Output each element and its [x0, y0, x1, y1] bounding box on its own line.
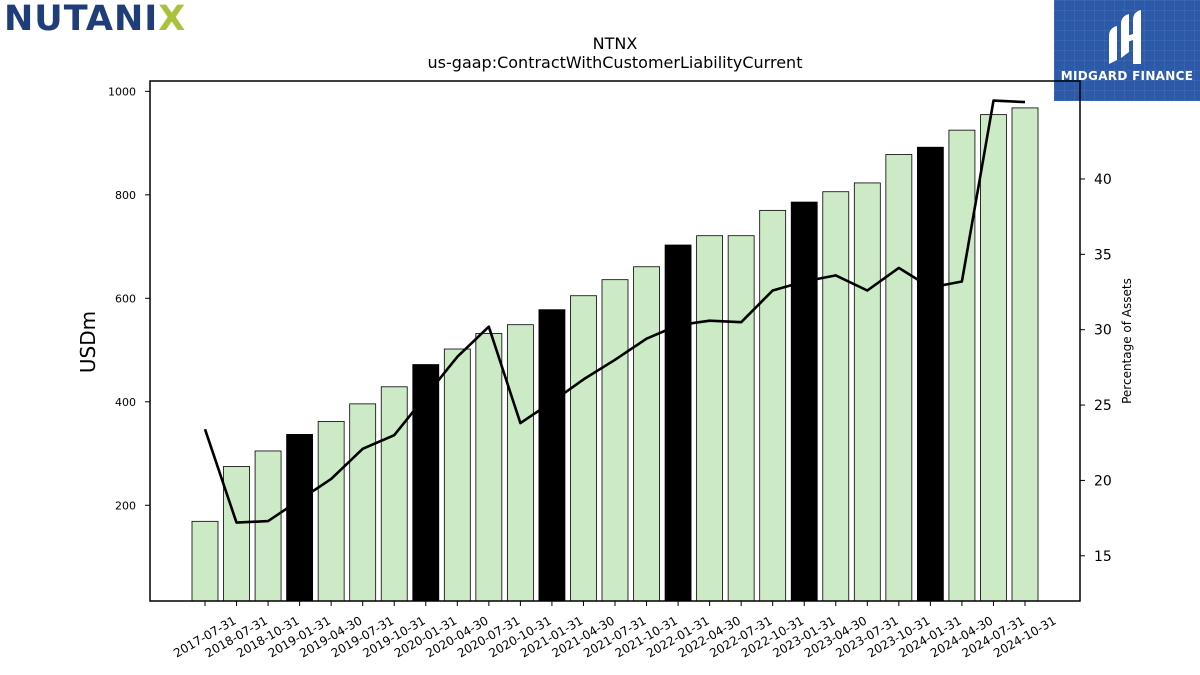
y-left-tick-label: 200	[115, 499, 136, 512]
bar-2024-01-31	[916, 146, 944, 602]
y-axis-right: 15 20 25 30 35 40	[1080, 172, 1112, 565]
bar-2019-01-31	[286, 433, 314, 602]
nutanix-logo-text: NUTANI	[4, 0, 159, 39]
bar-2021-01-31	[538, 309, 566, 602]
y-axis-left-label: USDm	[76, 311, 100, 373]
bar-2023-10-31	[885, 154, 913, 602]
chart-subtitle: us-gaap:ContractWithCustomerLiabilityCur…	[428, 53, 803, 72]
bar-2021-04-30	[570, 295, 597, 602]
bar-2023-01-31	[790, 201, 818, 602]
x-axis: 2017-07-312018-07-312018-10-312019-01-31…	[171, 601, 1059, 660]
bar-2024-07-31	[980, 114, 1007, 602]
bar-2023-07-31	[853, 182, 881, 602]
y-right-tick-label: 25	[1094, 398, 1112, 414]
y-axis-left: 200 400 600 800 1000	[108, 85, 150, 512]
line-layer	[203, 99, 1026, 524]
y-left-tick-label: 800	[115, 189, 136, 202]
nutanix-logo-x: X	[158, 0, 187, 39]
y-right-tick-label: 15	[1094, 549, 1112, 565]
bar-2022-04-30	[696, 235, 724, 602]
nutanix-logo: NUTANI X	[4, 0, 187, 39]
bar-2020-01-31	[412, 364, 440, 602]
bar-2018-07-31	[223, 466, 250, 602]
y-right-tick-label: 35	[1094, 247, 1112, 263]
bar-2022-01-31	[664, 244, 692, 602]
y-right-tick-label: 20	[1094, 473, 1112, 489]
bar-2024-10-31	[1011, 107, 1039, 602]
bar-2020-04-30	[443, 348, 471, 602]
y-left-tick-label: 400	[115, 396, 136, 409]
bar-2019-07-31	[349, 403, 377, 602]
midgard-logo-text: MIDGARD FINANCE	[1060, 69, 1194, 83]
bar-2022-07-31	[727, 235, 755, 602]
y-right-tick-label: 40	[1094, 172, 1112, 188]
bar-2022-10-31	[759, 209, 787, 602]
bar-2021-07-31	[601, 279, 629, 602]
bar-2024-04-30	[948, 129, 976, 602]
y-right-tick-label: 30	[1094, 323, 1112, 339]
bar-2021-10-31	[633, 266, 660, 602]
y-left-tick-label: 1000	[108, 85, 136, 98]
midgard-finance-logo: MIDGARD FINANCE	[1054, 0, 1200, 101]
y-left-tick-label: 600	[115, 292, 136, 305]
bar-2019-10-31	[380, 386, 408, 602]
bar-2020-10-31	[506, 324, 534, 602]
bar-2019-04-30	[317, 421, 345, 602]
bars-layer	[191, 107, 1039, 602]
percentage-line	[203, 99, 1026, 524]
bar-2020-07-31	[475, 333, 503, 602]
midgard-emblem-icon	[1109, 10, 1141, 64]
chart-title: NTNX	[593, 34, 638, 53]
bar-2017-07-31	[191, 520, 219, 602]
y-axis-right-label: Percentage of Assets	[1120, 278, 1134, 404]
bar-2023-04-30	[822, 191, 850, 602]
bar-2018-10-31	[254, 450, 282, 602]
